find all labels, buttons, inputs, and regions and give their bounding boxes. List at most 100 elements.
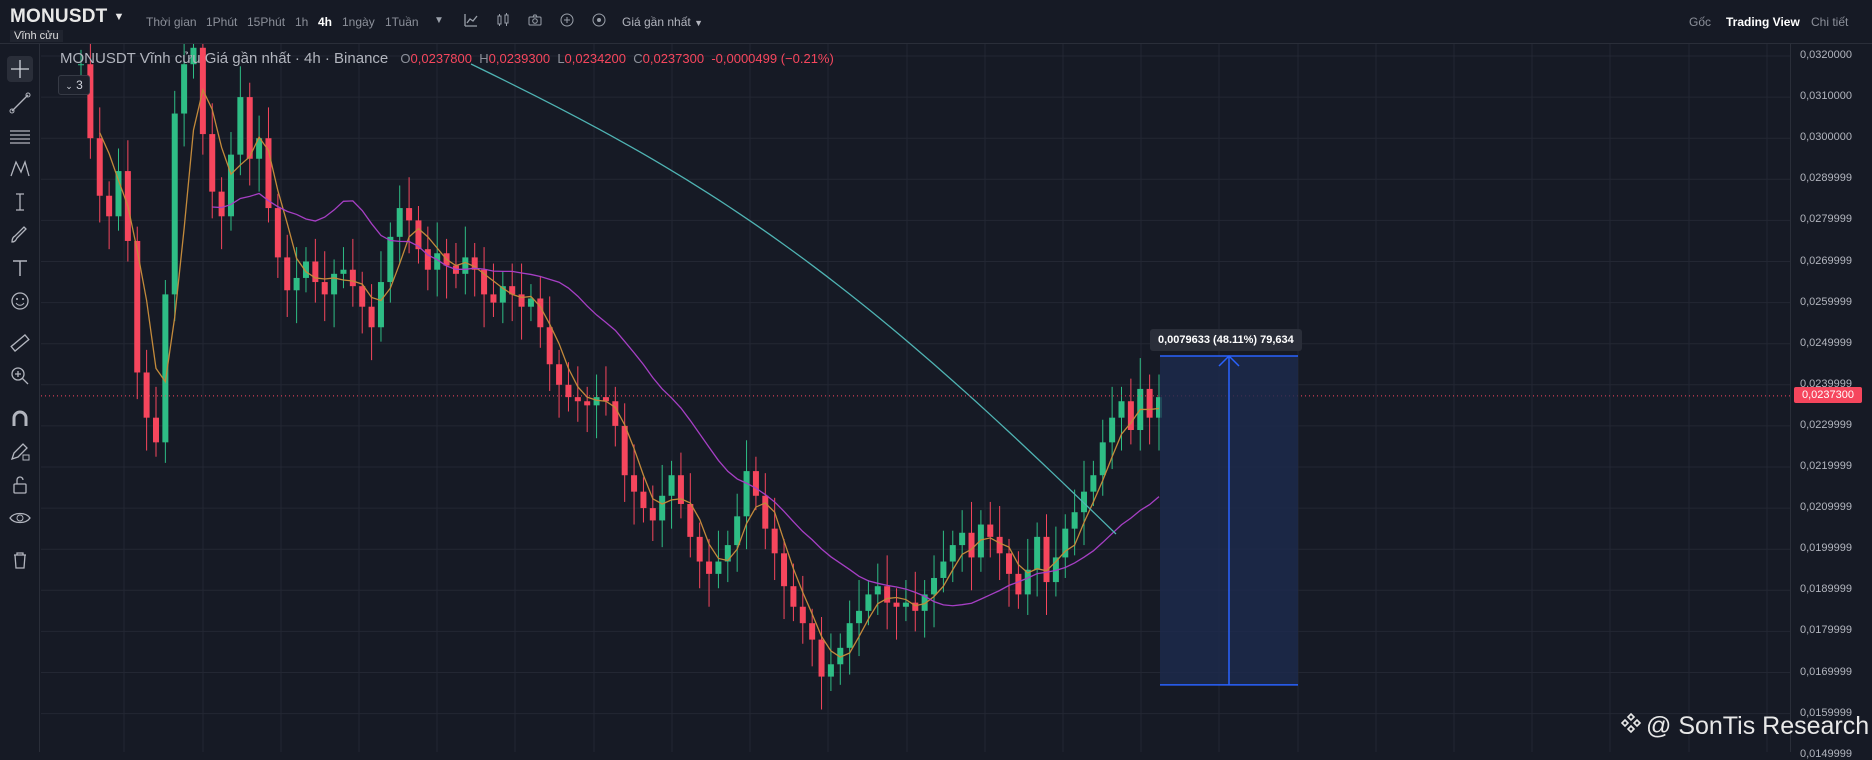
candle-body <box>359 286 366 307</box>
candle-body <box>171 113 178 295</box>
candle-body <box>696 536 703 562</box>
candle-body <box>762 495 769 529</box>
candle-body <box>321 282 328 295</box>
candle-body <box>565 384 572 398</box>
open-value: 0,0237800 <box>410 51 472 66</box>
candle-body <box>846 623 853 648</box>
candle-body <box>968 532 975 558</box>
candle-body <box>490 294 497 303</box>
timeframe-1m[interactable]: 1Phút <box>206 15 238 29</box>
close-label: C <box>633 51 643 66</box>
price-label: 0,0169999 <box>1800 665 1852 678</box>
candles-icon[interactable] <box>494 12 512 30</box>
price-chart[interactable] <box>41 44 1831 752</box>
candle-body <box>1118 401 1125 418</box>
candle-body <box>884 586 891 603</box>
candle-body <box>1043 536 1050 583</box>
candle-body <box>246 97 253 159</box>
price-label: 0,0219999 <box>1800 460 1852 472</box>
symbol-selector[interactable]: MONUSDT ▼ <box>10 6 125 28</box>
legend-ohlc: O0,0237800 H0,0239300 L0,0234200 C0,0237… <box>400 51 833 66</box>
candle-body <box>424 249 431 270</box>
candle-body <box>143 372 150 418</box>
price-label: 0,0279999 <box>1800 213 1852 226</box>
horizontal-lines-icon[interactable] <box>7 123 33 149</box>
contract-type-tag: Vĩnh cửu <box>10 30 63 42</box>
change-value: -0,0000499 (−0.21%) <box>711 51 834 66</box>
candle-body <box>687 503 694 537</box>
candle-body <box>546 327 553 365</box>
candle-body <box>96 138 103 196</box>
candle-body <box>874 586 881 595</box>
tab-original[interactable]: Gốc <box>1689 15 1712 29</box>
candle-body <box>115 171 122 217</box>
camera-icon[interactable] <box>526 12 544 30</box>
price-type-label: Giá gần nhất <box>622 15 691 29</box>
candle-body <box>799 606 806 624</box>
more-timeframes-chevron-icon[interactable]: ▼ <box>434 15 444 26</box>
candle-body <box>706 561 713 574</box>
candle-body <box>921 594 928 611</box>
timeframe-time[interactable]: Thời gian <box>146 15 197 29</box>
open-label: O <box>400 51 411 66</box>
candle-body <box>162 294 169 443</box>
price-label: 0,0189999 <box>1800 583 1852 596</box>
candle-body <box>856 610 863 624</box>
candle-body <box>781 553 788 587</box>
measure-tool-icon[interactable] <box>7 189 33 215</box>
price-label: 0,0300000 <box>1800 131 1852 144</box>
candle-body <box>668 475 675 496</box>
zoom-in-icon[interactable] <box>7 363 33 389</box>
unlock-icon[interactable] <box>7 472 33 498</box>
tab-tradingview[interactable]: Trading View <box>1726 15 1800 29</box>
candle-body <box>396 208 403 237</box>
lock-pencil-icon[interactable] <box>7 439 33 465</box>
candle-body <box>659 495 666 521</box>
candle-body <box>771 528 778 554</box>
settings-icon[interactable] <box>590 12 608 30</box>
price-label: 0,0199999 <box>1800 542 1852 555</box>
timeframe-4h[interactable]: 4h <box>318 15 333 29</box>
candle-body <box>1109 417 1116 443</box>
candle-body <box>434 253 441 270</box>
tab-details[interactable]: Chi tiết <box>1811 15 1849 29</box>
pattern-icon[interactable] <box>7 156 33 182</box>
brush-icon[interactable] <box>7 222 33 248</box>
candle-body <box>209 134 216 192</box>
candle-body <box>218 191 225 217</box>
text-icon[interactable] <box>7 255 33 281</box>
price-type-selector[interactable]: Giá gần nhất ▼ <box>622 15 703 29</box>
emoji-icon[interactable] <box>7 288 33 314</box>
low-value: 0,0234200 <box>564 51 626 66</box>
candle-body <box>893 602 900 607</box>
binance-logo-icon <box>1620 712 1642 741</box>
timeframe-15m[interactable]: 15Phút <box>247 15 286 29</box>
indicator-chart-icon[interactable] <box>462 12 480 30</box>
price-label: 0,0179999 <box>1800 624 1852 637</box>
timeframe-1h[interactable]: 1h <box>295 15 309 29</box>
candle-body <box>387 236 394 283</box>
timeframe-1w[interactable]: 1Tuần <box>385 15 419 29</box>
price-label: 0,0259999 <box>1800 295 1852 308</box>
eye-icon[interactable] <box>7 505 33 531</box>
candle-body <box>527 298 534 307</box>
add-circle-icon[interactable] <box>558 12 576 30</box>
candle-body <box>612 401 619 426</box>
crosshair-icon[interactable] <box>7 56 33 82</box>
indicators-toggle[interactable]: ⌄ 3 <box>58 75 90 95</box>
ruler-icon[interactable] <box>7 330 33 356</box>
candle-body <box>481 269 488 295</box>
trend-line-icon[interactable] <box>7 90 33 116</box>
candle-body <box>331 273 338 295</box>
candle-body <box>1015 573 1022 595</box>
candle-body <box>584 401 591 406</box>
price-axis[interactable] <box>1790 44 1872 752</box>
trash-icon[interactable] <box>7 547 33 573</box>
candle-body <box>471 257 478 270</box>
price-label: 0,0159999 <box>1800 706 1852 719</box>
drawing-toolbar <box>0 44 40 752</box>
magnet-icon[interactable] <box>7 406 33 432</box>
timeframe-1d[interactable]: 1ngày <box>342 15 375 29</box>
price-label: 0,0289999 <box>1800 172 1852 185</box>
candle-body <box>1062 528 1069 558</box>
